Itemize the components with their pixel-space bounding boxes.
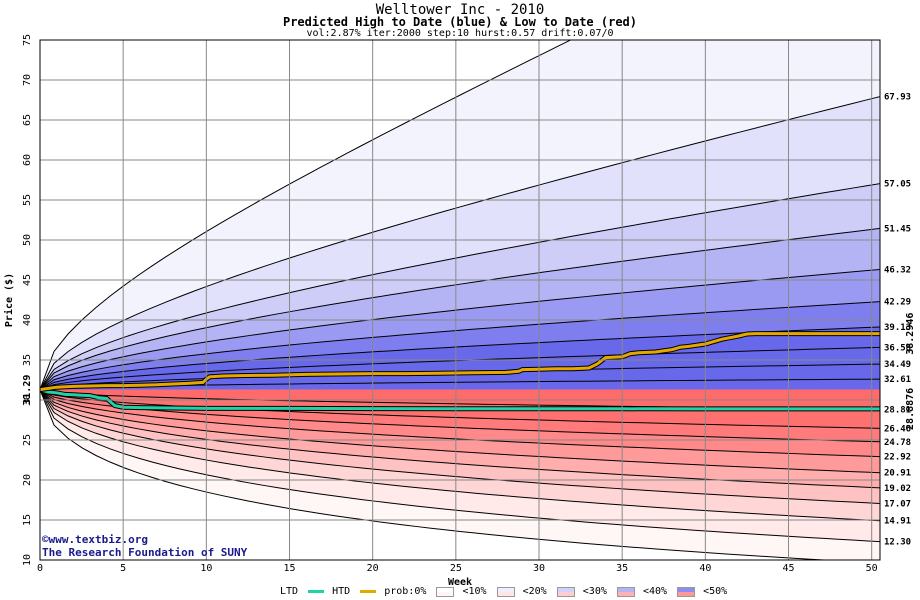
y-tick-label: 60 — [22, 154, 33, 166]
end-value-label: 24.78 — [884, 438, 911, 448]
percentile-curve — [40, 96, 880, 390]
x-tick-label: 40 — [699, 563, 711, 574]
chart-subtitle: Predicted High to Date (blue) & Low to D… — [282, 15, 637, 29]
start-price-label: 31.29 — [22, 375, 33, 405]
x-tick-label: 45 — [782, 563, 794, 574]
legend-ltd-label: LTD — [280, 586, 299, 597]
end-value-label: 39.13 — [884, 323, 911, 333]
end-value-label: 57.05 — [884, 180, 911, 190]
y-tick-label: 75 — [22, 34, 33, 46]
end-value-label: 42.29 — [884, 298, 911, 308]
end-value-label: 26.46 — [884, 424, 911, 434]
y-tick-label: 45 — [22, 274, 33, 286]
y-tick-label: 55 — [22, 194, 33, 206]
x-tick-label: 30 — [533, 563, 545, 574]
end-value-label: 17.07 — [884, 499, 911, 509]
ltd-series-line — [40, 388, 880, 411]
end-value-label: 36.58 — [884, 343, 911, 353]
end-value-label: 67.93 — [884, 93, 911, 103]
x-tick-label: 20 — [367, 563, 379, 574]
percentile-curve — [40, 389, 832, 560]
y-tick-label: 65 — [22, 114, 33, 126]
percentile-curve — [40, 389, 880, 543]
percentile-curve — [40, 389, 880, 504]
end-value-label: 32.61 — [884, 375, 911, 385]
ltd-final-label: 28.8876 — [905, 388, 916, 430]
x-tick-label: 15 — [283, 563, 295, 574]
legend-swatch-20 — [556, 586, 575, 597]
end-value-label: 14.91 — [884, 517, 911, 527]
end-value-label: 19.02 — [884, 484, 911, 494]
end-value-label: 28.81 — [884, 406, 911, 416]
legend-prob0-label: prob:0% — [384, 586, 427, 597]
band-group — [40, 40, 880, 560]
percentile-curve — [40, 389, 880, 443]
legend-swatch-40 — [677, 586, 696, 597]
legend-swatch-30 — [616, 586, 635, 597]
legend-p10-label: <10% — [462, 586, 487, 597]
x-tick-label: 35 — [616, 563, 628, 574]
percentile-curve — [40, 268, 880, 391]
watermark-url: ©www.textbiz.org — [42, 533, 148, 546]
chart-title: Welltower Inc - 2010 — [375, 2, 545, 18]
end-value-label: 22.92 — [884, 453, 911, 463]
percentile-curve — [40, 389, 880, 458]
x-tick-label: 25 — [450, 563, 462, 574]
end-value-label: 51.45 — [884, 224, 911, 234]
watermark-org: The Research Foundation of SUNY — [42, 546, 248, 559]
end-value-label: 46.32 — [884, 265, 911, 275]
plot-border — [39, 39, 881, 561]
y-tick-label: 50 — [22, 234, 33, 246]
x-tick-label: 5 — [120, 563, 126, 574]
legend: LTD HTD prob:0% <10% <20% <30% <40% <50% — [280, 586, 727, 598]
y-tick-label: 10 — [22, 554, 33, 566]
htd-final-label: 38.2946 — [905, 313, 916, 355]
y-tick-label: 20 — [22, 474, 33, 486]
y-axis-label: Price ($) — [3, 273, 15, 327]
percentile-curve — [40, 389, 880, 522]
y-tick-label: 35 — [22, 354, 33, 366]
y-tick-label: 70 — [22, 74, 33, 86]
x-axis-label: Week — [448, 577, 472, 588]
end-value-label: 12.30 — [884, 538, 911, 548]
legend-swatch-10 — [496, 586, 515, 597]
end-value-label: 20.91 — [884, 469, 911, 479]
x-tick-label: 50 — [866, 563, 878, 574]
percentile-curve — [40, 389, 880, 489]
legend-htd-line — [360, 590, 377, 593]
legend-p40-label: <40% — [642, 586, 668, 597]
x-tick-label: 0 — [37, 563, 43, 574]
legend-p50-label: <50% — [703, 586, 728, 597]
percentile-curve — [40, 301, 880, 391]
percentile-curve — [40, 326, 880, 391]
x-tick-label: 10 — [200, 563, 212, 574]
percentile-curve — [40, 40, 572, 390]
end-value-label: 34.49 — [884, 360, 911, 370]
y-tick-label: 25 — [22, 434, 33, 446]
y-tick-label: 40 — [22, 314, 33, 326]
legend-p20-label: <20% — [522, 586, 547, 597]
legend-p30-label: <30% — [582, 586, 607, 597]
percentile-curve — [40, 389, 880, 474]
htd-series-line — [40, 332, 880, 392]
legend-ltd-line — [308, 590, 325, 593]
legend-swatch-0 — [436, 586, 455, 597]
y-tick-label: 30 — [22, 394, 33, 406]
legend-htd-label: HTD — [332, 586, 351, 597]
percentile-curve — [40, 227, 880, 391]
y-tick-label: 15 — [22, 514, 33, 526]
chart-params: vol:2.87% iter:2000 step:10 hurst:0.57 d… — [306, 28, 614, 39]
